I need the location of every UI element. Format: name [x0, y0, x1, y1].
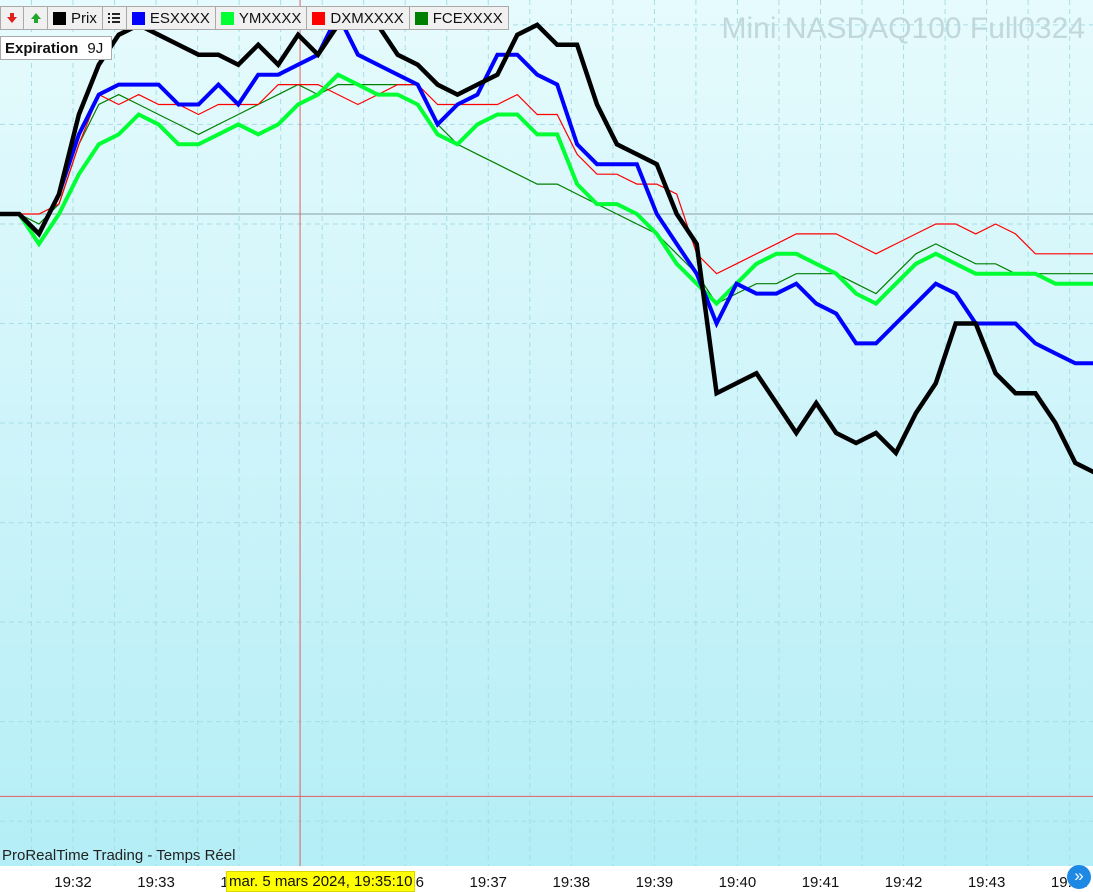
x-tick-label: 19:43 [967, 874, 1006, 891]
series-line-dxmxxxx [0, 83, 1093, 275]
chart-svg[interactable] [0, 0, 1093, 866]
x-tick-label: 19:38 [552, 874, 591, 891]
expiration-label: Expiration [5, 39, 79, 57]
chart-plot-area[interactable] [0, 0, 1093, 866]
legend-item-dxmxxxx[interactable]: DXMXXXX [307, 6, 410, 30]
legend-swatch [131, 11, 145, 25]
x-tick-label: 19:37 [469, 874, 508, 891]
legend-swatch [414, 11, 428, 25]
series-line-prix [0, 12, 1093, 475]
expiration-value: 9J [87, 39, 104, 57]
series-line-ymxxxx [0, 72, 1093, 307]
chart-watermark: Mini NASDAQ100 Full0324 [721, 12, 1085, 45]
x-tick-label: 19:39 [635, 874, 674, 891]
x-tick-label: 19:32 [54, 874, 92, 891]
x-tick-label: 19:40 [718, 874, 757, 891]
legend-item-ymxxxx[interactable]: YMXXXX [215, 6, 308, 30]
list-icon[interactable] [102, 6, 127, 30]
series-line-fcexxxx [0, 83, 1093, 305]
legend-label: Prix [71, 9, 97, 27]
scroll-right-button[interactable]: » [1067, 865, 1091, 889]
legend-label: DXMXXXX [330, 9, 404, 27]
legend-item-esxxxx[interactable]: ESXXXX [126, 6, 216, 30]
legend-item-fcexxxx[interactable]: FCEXXXX [409, 6, 509, 30]
legend-swatch [220, 11, 234, 25]
arrow-down-icon[interactable] [0, 6, 24, 30]
legend-label: FCEXXXX [432, 9, 503, 27]
expiration-badge[interactable]: Expiration 9J [0, 36, 113, 60]
x-tick-label: 19:42 [884, 874, 923, 891]
arrow-up-icon[interactable] [24, 6, 48, 30]
series-line-esxxxx [0, 10, 1093, 366]
x-axis[interactable]: 19:3219:3319:3419:3519:3619:3719:3819:39… [0, 866, 1093, 892]
chart-toolbar: Prix ESXXXX YMXXXX DXMXXXX FCEXXXX [0, 6, 509, 32]
cursor-time-label: mar. 5 mars 2024, 19:35:10 [226, 871, 416, 892]
legend-label: YMXXXX [238, 9, 302, 27]
legend-item-prix[interactable]: Prix [48, 6, 103, 30]
x-tick-label: 19:41 [801, 874, 840, 891]
x-tick-label: 19:33 [137, 874, 175, 891]
legend-swatch [312, 11, 326, 25]
legend-label: ESXXXX [149, 9, 210, 27]
legend-swatch [53, 11, 66, 25]
source-label: ProRealTime Trading - Temps Réel [2, 847, 236, 864]
